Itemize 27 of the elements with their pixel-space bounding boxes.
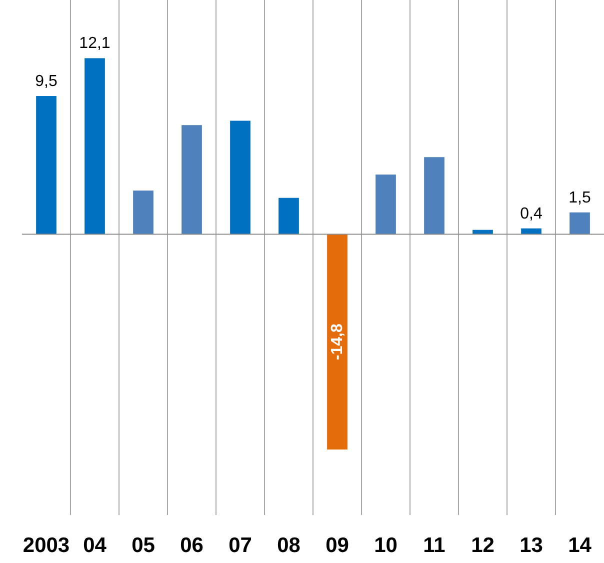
x-tick-label: 11 — [423, 534, 446, 557]
bar — [84, 58, 105, 234]
data-label: -14,8 — [328, 324, 346, 360]
x-tick-label: 2003 — [22, 534, 70, 557]
x-tick-label: 04 — [83, 534, 107, 557]
data-label: 1,5 — [568, 189, 591, 206]
bar — [570, 212, 590, 234]
bar — [327, 234, 348, 450]
x-tick-label: 08 — [277, 534, 301, 557]
x-tick-label: 05 — [132, 534, 156, 557]
x-tick-label: 13 — [520, 534, 543, 557]
x-tick-label: 09 — [326, 534, 349, 557]
x-tick-label: 06 — [180, 534, 204, 557]
bar — [133, 190, 154, 234]
data-label: 0,4 — [520, 205, 542, 222]
bar — [424, 157, 444, 234]
bar — [376, 174, 396, 234]
x-tick-label: 12 — [471, 534, 494, 557]
x-tick-label: 07 — [228, 534, 252, 557]
bar — [36, 96, 56, 234]
bar — [278, 198, 299, 234]
data-label: 9,5 — [35, 73, 58, 90]
x-tick-label: 14 — [568, 534, 592, 557]
bar — [230, 120, 250, 234]
x-tick-label: 10 — [374, 534, 398, 557]
bar — [182, 125, 202, 234]
data-label: 12,1 — [79, 35, 110, 52]
